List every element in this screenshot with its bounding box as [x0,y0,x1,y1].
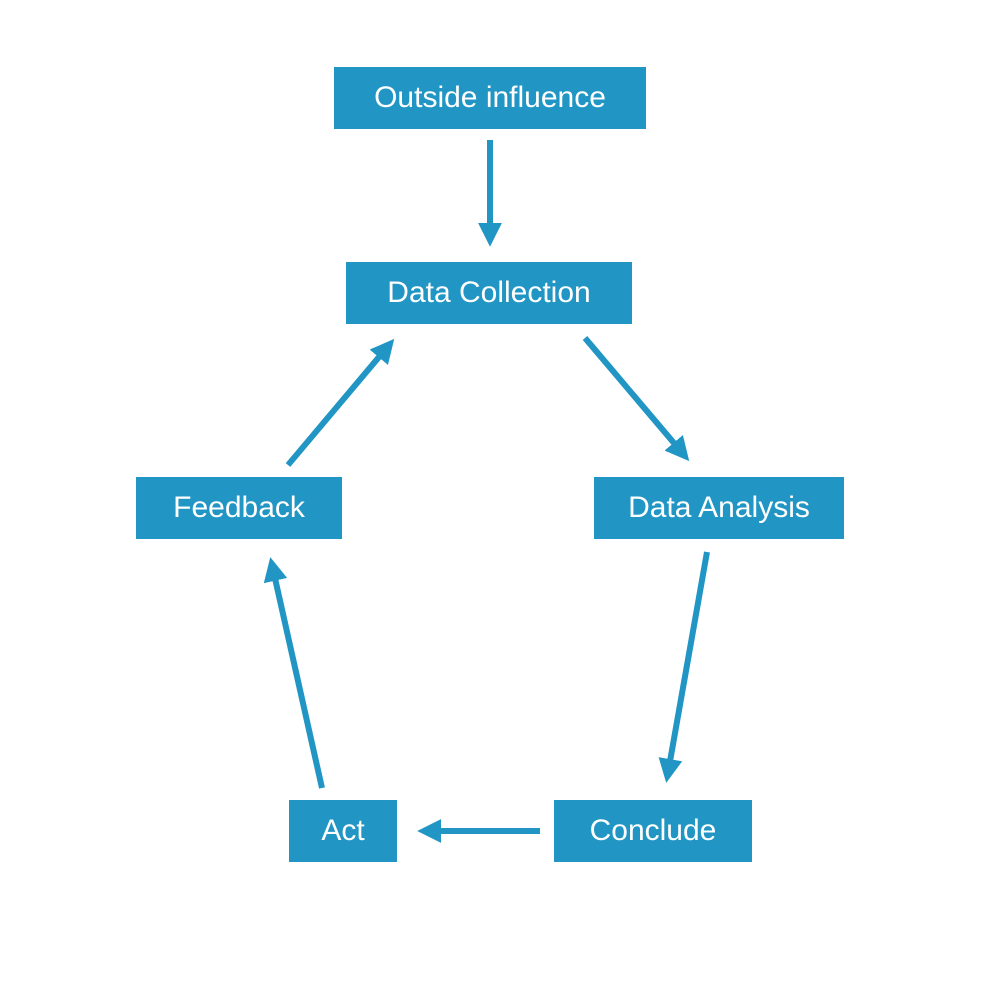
edge-feedback-to-collect [288,347,387,465]
flowchart-diagram: Outside influence Data Collection Data Ana… [0,0,1000,1000]
node-act: Act [289,800,397,862]
node-label-analysis: Data Analysis [628,491,810,525]
node-label-conclude: Conclude [590,814,717,848]
node-outside: Outside influence [334,67,646,129]
edge-analysis-to-conclude [668,552,707,772]
node-feedback: Feedback [136,477,342,539]
node-label-feedback: Feedback [173,491,305,525]
node-label-collect: Data Collection [387,276,590,310]
node-label-outside: Outside influence [374,81,606,115]
node-analysis: Data Analysis [594,477,844,539]
edge-act-to-feedback [273,568,322,788]
node-label-act: Act [321,814,364,848]
node-conclude: Conclude [554,800,752,862]
node-collect: Data Collection [346,262,632,324]
edge-collect-to-analysis [585,338,682,453]
